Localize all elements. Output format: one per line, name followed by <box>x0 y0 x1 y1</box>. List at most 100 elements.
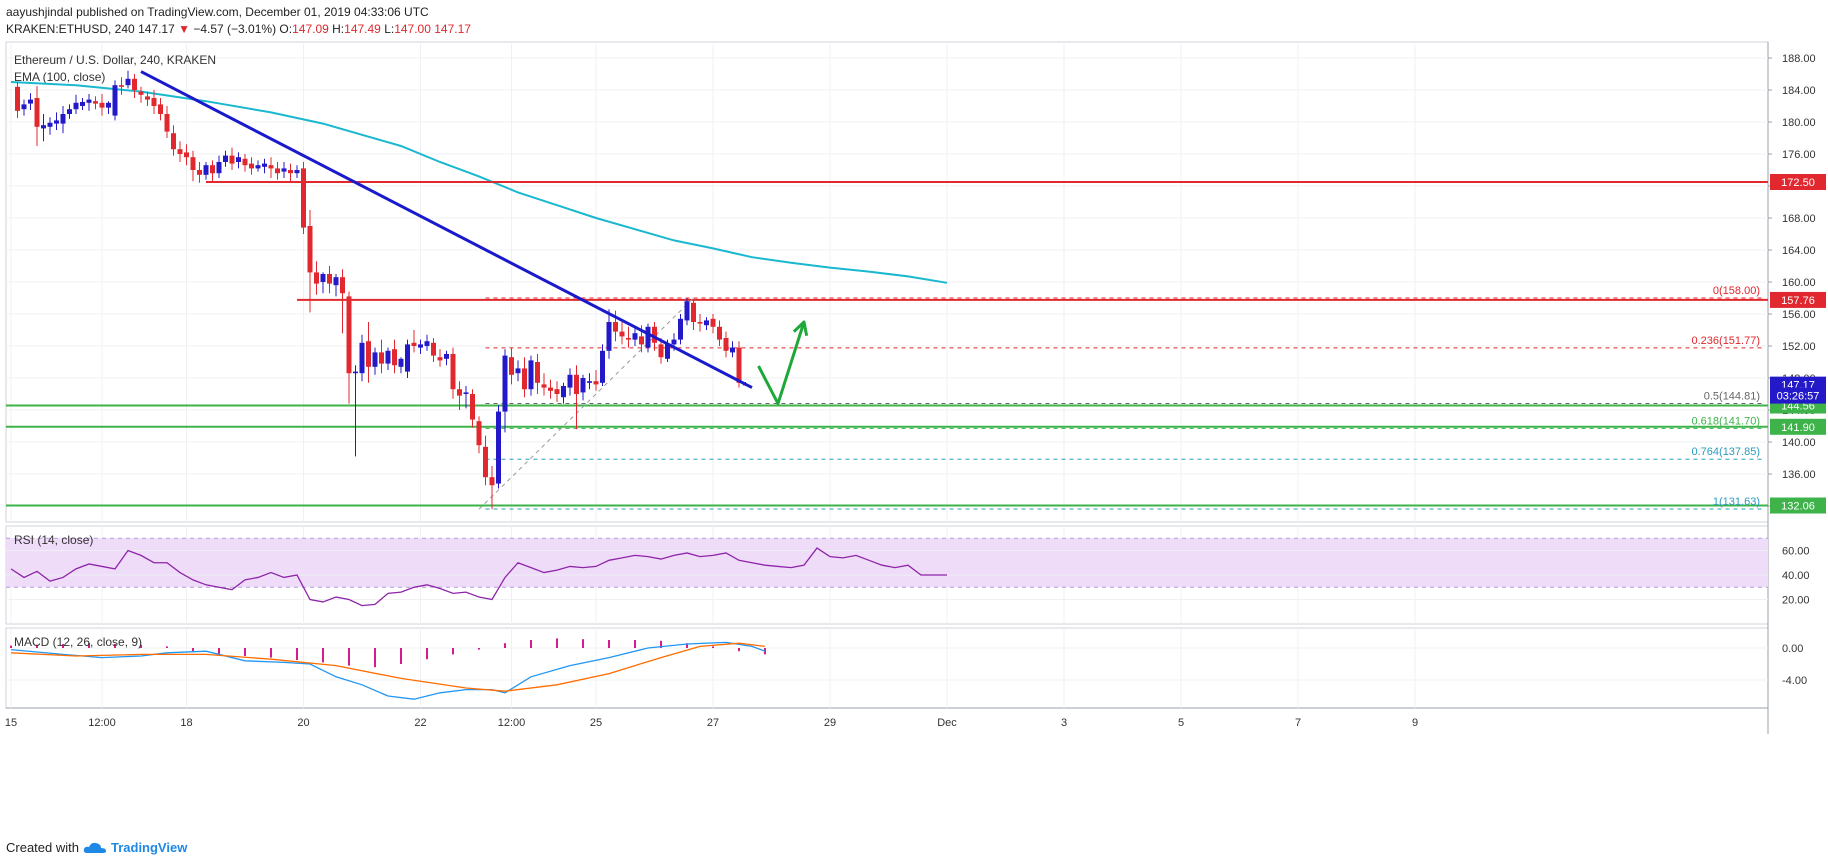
candle-body <box>151 98 157 106</box>
candle-body <box>515 368 521 374</box>
macd-tick-label: -4.00 <box>1782 675 1807 687</box>
candle-body <box>658 344 664 358</box>
y-tick-label: 180.00 <box>1782 117 1816 129</box>
candle-body <box>418 344 423 348</box>
price-tag <box>1770 418 1826 435</box>
candle-body <box>593 381 599 385</box>
x-tick-label: 18 <box>180 717 192 729</box>
candle-body <box>496 411 501 484</box>
candle-body <box>632 333 638 340</box>
fib-anchor-line <box>478 297 694 510</box>
rsi-tick-label: 20.00 <box>1782 595 1810 607</box>
candle-body <box>483 446 488 478</box>
candle-body <box>15 86 20 111</box>
x-tick-label: 9 <box>1412 717 1418 729</box>
candle-body <box>171 133 176 150</box>
candle-body <box>600 350 605 383</box>
y-tick-label: 140.00 <box>1782 437 1816 449</box>
candle-body <box>268 165 274 169</box>
candle-body <box>574 374 579 394</box>
brand-link[interactable]: TradingView <box>110 840 188 855</box>
candle-body <box>112 85 118 116</box>
candle-body <box>652 326 657 343</box>
candle-body <box>463 392 469 394</box>
candle-body <box>73 102 79 110</box>
candle-body <box>431 342 436 356</box>
candle-body <box>164 114 170 132</box>
candle-body <box>697 322 703 324</box>
candle-body <box>385 350 391 364</box>
candle-body <box>502 355 508 412</box>
symbol-info: KRAKEN:ETHUSD, 240 <box>6 22 135 36</box>
candle-body <box>684 301 690 321</box>
candle-body <box>125 78 131 86</box>
candle-body <box>606 322 612 351</box>
y-tick-label: 164.00 <box>1782 245 1816 257</box>
x-tick-label: 29 <box>824 717 836 729</box>
x-tick-label: 12:00 <box>88 717 116 729</box>
rsi-tick-label: 40.00 <box>1782 570 1810 582</box>
candle-body <box>710 318 716 327</box>
fib-level-label: 0(158.00) <box>1713 285 1760 297</box>
x-tick-label: 12:00 <box>498 717 526 729</box>
close-value: 147.17 <box>434 22 471 36</box>
y-tick-label: 176.00 <box>1782 149 1816 161</box>
candle-body <box>587 381 592 383</box>
projection-arrow <box>757 321 806 406</box>
candle-body <box>424 341 430 346</box>
price-change: −4.57 (−3.01%) <box>193 22 277 36</box>
x-tick-label: 22 <box>414 717 426 729</box>
candle-body <box>67 109 72 114</box>
candle-body <box>405 344 410 372</box>
candle-body <box>457 389 462 396</box>
candle-body <box>314 272 319 284</box>
y-tick-label: 136.00 <box>1782 469 1816 481</box>
candle-body <box>522 368 527 390</box>
fib-level-label: 0.5(144.81) <box>1704 391 1760 403</box>
publish-header: aayushjindal published on TradingView.co… <box>6 4 471 40</box>
y-tick-label: 160.00 <box>1782 277 1816 289</box>
ema-label: EMA (100, close) <box>14 70 105 84</box>
x-tick-label: Dec <box>937 717 957 729</box>
x-tick-label: 7 <box>1295 717 1301 729</box>
publish-info: published on TradingView.com, December 0… <box>76 5 429 19</box>
candle-body <box>145 96 150 100</box>
candle-body <box>327 274 332 284</box>
candle-body <box>379 352 384 364</box>
candle-body <box>366 341 371 367</box>
candle-body <box>561 386 566 398</box>
candle-body <box>34 98 40 127</box>
candle-body <box>450 354 456 390</box>
candle-body <box>411 342 417 346</box>
candle-body <box>645 326 651 348</box>
candle-body <box>671 339 677 345</box>
macd-tick-label: 0.00 <box>1782 643 1803 655</box>
candle-body <box>197 170 202 175</box>
projection-arrow-head <box>792 320 809 337</box>
candle-body <box>619 331 625 337</box>
rsi-tick-label: 60.00 <box>1782 546 1810 558</box>
author-name[interactable]: aayushjindal <box>6 5 73 19</box>
candle-body <box>554 389 560 394</box>
candle-body <box>288 170 293 174</box>
candle-body <box>346 296 352 374</box>
price-tag-label: 157.76 <box>1781 295 1815 307</box>
candle-body <box>138 91 144 95</box>
candle-body <box>275 168 280 174</box>
last-price: 147.17 <box>138 22 175 36</box>
macd-pane <box>5 627 1769 709</box>
high-label: H: <box>332 22 345 36</box>
candle-body <box>236 157 241 162</box>
candle-body <box>249 163 254 169</box>
candle-body <box>541 384 547 388</box>
candle-body <box>54 120 59 124</box>
candle-body <box>470 394 475 420</box>
candle-body <box>86 99 92 103</box>
candle-body <box>242 158 248 166</box>
high-value: 147.49 <box>344 22 381 36</box>
macd-label: MACD (12, 26, close, 9) <box>14 635 142 649</box>
y-tick-label: 168.00 <box>1782 213 1816 225</box>
y-tick-label: 184.00 <box>1782 85 1816 97</box>
candle-body <box>437 357 443 361</box>
